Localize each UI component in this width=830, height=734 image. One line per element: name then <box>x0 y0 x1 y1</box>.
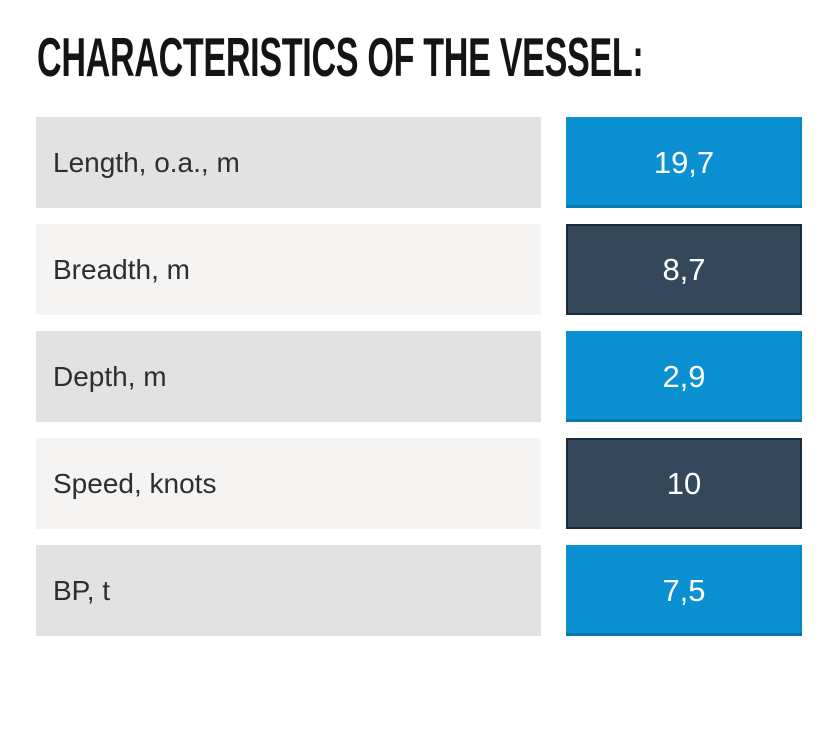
table-row: Depth, m 2,9 <box>36 331 802 422</box>
row-label-bollard-pull: BP, t <box>36 545 541 636</box>
row-value-speed: 10 <box>566 438 802 529</box>
row-value-length: 19,7 <box>566 117 802 208</box>
table-row: Speed, knots 10 <box>36 438 802 529</box>
table-row: Length, o.a., m 19,7 <box>36 117 802 208</box>
characteristics-table: Length, o.a., m 19,7 Breadth, m 8,7 Dept… <box>36 117 802 636</box>
row-value-bollard-pull: 7,5 <box>566 545 802 636</box>
row-label-depth: Depth, m <box>36 331 541 422</box>
row-label-breadth: Breadth, m <box>36 224 541 315</box>
table-row: Breadth, m 8,7 <box>36 224 802 315</box>
row-label-speed: Speed, knots <box>36 438 541 529</box>
table-row: BP, t 7,5 <box>36 545 802 636</box>
row-label-length: Length, o.a., m <box>36 117 541 208</box>
row-value-depth: 2,9 <box>566 331 802 422</box>
row-value-breadth: 8,7 <box>566 224 802 315</box>
page-title: CHARACTERISTICS OF THE VESSEL: <box>37 26 644 88</box>
